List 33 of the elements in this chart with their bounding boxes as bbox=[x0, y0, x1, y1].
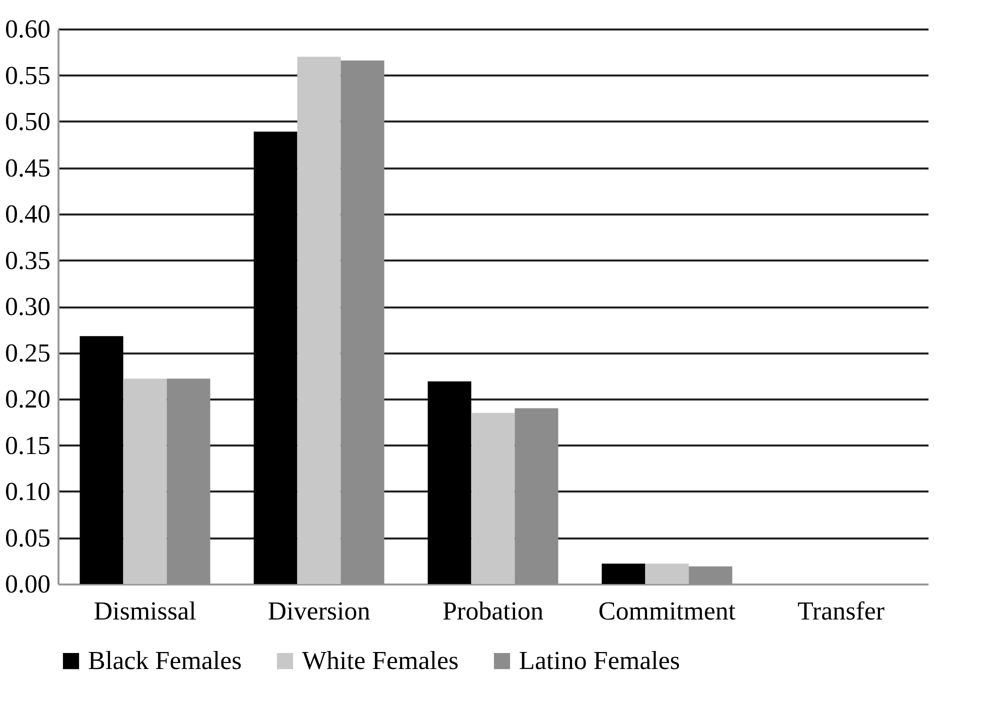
x-tick-label: Transfer bbox=[797, 596, 885, 626]
y-tick-label: 0.25 bbox=[5, 338, 50, 368]
bar bbox=[688, 566, 732, 584]
y-tick-label: 0.40 bbox=[5, 200, 50, 228]
bar bbox=[166, 378, 210, 584]
y-tick-label: 0.10 bbox=[5, 477, 50, 506]
bar bbox=[514, 408, 558, 584]
y-tick-label: 0.50 bbox=[5, 107, 50, 136]
y-tick-label: 0.05 bbox=[5, 523, 50, 552]
y-tick-label: 0.45 bbox=[5, 153, 50, 182]
bar bbox=[297, 56, 341, 584]
bar bbox=[123, 378, 167, 584]
legend-label: Black Females bbox=[88, 646, 242, 675]
y-tick-label: 0.55 bbox=[5, 60, 50, 90]
y-tick-label: 0.30 bbox=[5, 292, 50, 321]
x-tick-label: Probation bbox=[442, 596, 544, 626]
y-tick-label: 0.20 bbox=[5, 384, 50, 414]
bar bbox=[254, 132, 298, 584]
y-tick-label: 0.60 bbox=[5, 14, 50, 44]
x-tick-label: Dismissal bbox=[94, 596, 196, 626]
y-tick-label: 0.35 bbox=[5, 246, 50, 275]
x-tick-label: Commitment bbox=[598, 596, 736, 626]
bar bbox=[80, 336, 124, 584]
x-tick-label: Diversion bbox=[268, 596, 370, 626]
legend-label: White Females bbox=[302, 646, 459, 675]
bar bbox=[645, 564, 689, 584]
bar bbox=[340, 60, 384, 584]
legend-label: Latino Females bbox=[519, 646, 680, 675]
y-tick-label: 0.15 bbox=[5, 430, 50, 460]
y-tick-label: 0.00 bbox=[5, 570, 50, 598]
bar bbox=[471, 412, 515, 584]
bar bbox=[428, 381, 472, 584]
bar bbox=[602, 564, 646, 584]
